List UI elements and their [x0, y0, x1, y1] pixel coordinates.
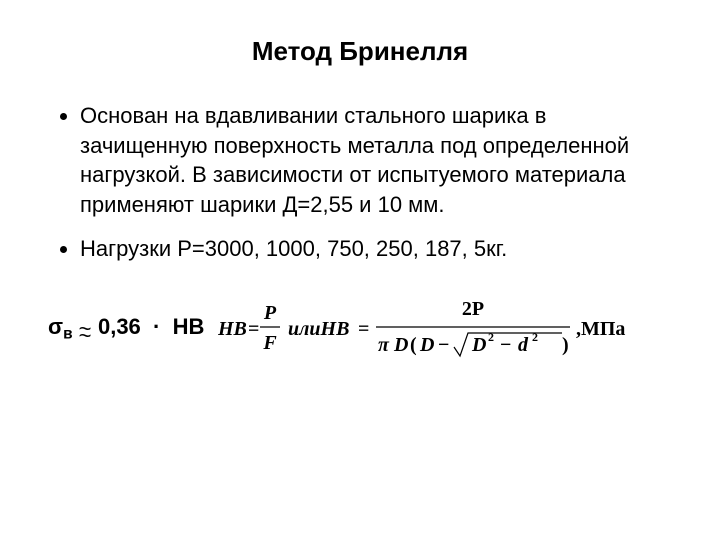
hb-complex-num: 2P: [462, 298, 484, 320]
equals-1: =: [248, 318, 259, 340]
sigma-subscript: в: [63, 325, 72, 342]
hb-formula: HB = P F илиHB = 2P π D ( D − D 2 −: [218, 293, 638, 363]
equals-2: =: [358, 318, 369, 340]
close-paren: ): [562, 334, 569, 356]
list-item: Основан на вдавливании стального шарика …: [80, 101, 672, 220]
minus-1: −: [438, 334, 449, 356]
bullet-list: Основан на вдавливании стального шарика …: [54, 101, 672, 263]
list-item: Нагрузки Р=3000, 1000, 750, 250, 187, 5к…: [80, 234, 672, 264]
sigma-rhs: НВ: [173, 314, 205, 339]
minus-2: −: [500, 334, 511, 356]
sqrt-d-sq: 2: [532, 330, 538, 344]
sqrt-D-sq: 2: [488, 330, 494, 344]
sqrt-d: d: [518, 334, 529, 356]
den-D-outer: D: [393, 334, 408, 356]
hb-simple-den: F: [263, 332, 278, 354]
den-pi: π: [378, 334, 390, 356]
sigma-symbol: σ: [48, 314, 63, 339]
slide-title: Метод Бринелля: [48, 36, 672, 67]
hb-simple-num: P: [263, 302, 277, 324]
sqrt-D: D: [471, 334, 486, 356]
open-paren: (: [410, 334, 417, 356]
sigma-approx-expression: σв 0,36 · НВ: [48, 314, 204, 344]
formula-row: σв 0,36 · НВ HB = P F илиHB = 2P π D: [48, 293, 672, 363]
hb-or-text: илиHB: [288, 318, 349, 340]
hb-unit: ,МПа: [576, 318, 625, 340]
sigma-coefficient: 0,36: [98, 314, 141, 339]
den-D-inner: D: [419, 334, 434, 356]
hb-lhs: HB: [218, 318, 247, 340]
